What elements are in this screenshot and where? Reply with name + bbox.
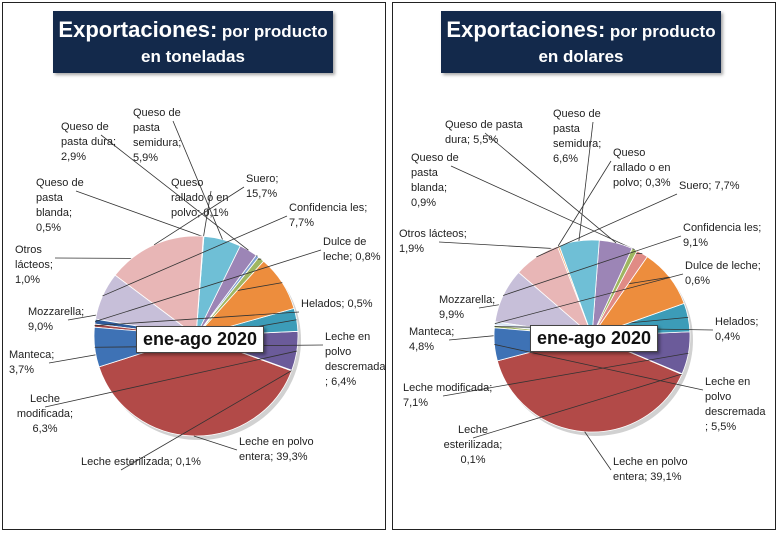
chart-title-suffix: por producto <box>221 22 328 41</box>
period-label: ene-ago 2020 <box>530 325 659 352</box>
leader-line <box>472 373 683 439</box>
leader-line <box>442 352 689 397</box>
slice-label: Dulce de leche; 0,6% <box>685 260 761 287</box>
leader-line <box>94 249 322 322</box>
slice-label: Queso de pasta dura; 5,5% <box>445 119 524 146</box>
slice-label: Leche en polvo descremada; 6,4% <box>325 331 386 388</box>
slice-label: Queso rallado o en polvo; 0,3% <box>613 147 671 189</box>
pie-chart: Leche en polvo entera; 39,1% Leche esterili… <box>399 108 766 483</box>
leader-line <box>94 311 300 327</box>
chart-subtitle: en toneladas <box>141 47 245 66</box>
chart-subtitle: en dolares <box>538 47 624 66</box>
chart-title-suffix: por producto <box>609 22 716 41</box>
leader-line <box>102 215 288 297</box>
slice-label: Queso de pasta blanda; 0,9% <box>411 152 459 209</box>
slice-label: Leche en polvo entera; 39,1% <box>613 456 688 483</box>
leader-line <box>203 190 212 237</box>
slice-label: Confidencia les; 9,1% <box>683 222 761 249</box>
leader-line <box>584 431 612 471</box>
slice-label: Helados; 0,5% <box>301 298 373 310</box>
leader-line <box>557 160 612 247</box>
slice-label: Leche en polvo descremada; 5,5% <box>705 376 766 433</box>
leader-line <box>484 132 617 244</box>
chart-title: Exportaciones: <box>58 17 218 42</box>
slice-label: Dulce de leche; 0,8% <box>323 236 381 263</box>
leader-line <box>494 344 704 391</box>
leader-line <box>494 273 684 324</box>
leader-line <box>44 350 297 408</box>
leader-line <box>172 120 223 240</box>
leader-line <box>193 435 238 451</box>
slice-label: Suero; 7,7% <box>679 180 740 192</box>
slice-label: Helados; 0,4% <box>715 316 758 343</box>
chart-title-box: Exportaciones: por producto en dolares <box>441 11 721 73</box>
slice-label: Queso rallado o en polvo; 0,1% <box>171 177 229 219</box>
slice-label: Leche en polvo entera; 39,3% <box>239 436 314 463</box>
slice-label: Leche modificada; 7,1% <box>403 382 492 409</box>
chart-title-box: Exportaciones: por producto en toneladas <box>53 11 333 73</box>
leader-line <box>100 134 249 251</box>
slice-label: Mozzarella; 9,9% <box>439 294 495 321</box>
slice-label: Leche modificada; 6,3% <box>17 393 73 435</box>
chart-title: Exportaciones: <box>446 17 606 42</box>
leader-line <box>503 235 682 296</box>
slice-label: Queso de pasta dura; 2,9% <box>61 121 116 163</box>
pie-slice <box>98 335 293 437</box>
slice-label: Suero; 15,7% <box>246 173 278 200</box>
slice-label: Manteca; 3,7% <box>9 349 54 376</box>
leader-line <box>536 193 678 258</box>
slice-label: Leche esterilizada; 0,1% <box>81 456 201 468</box>
slice-label: Queso de pasta blanda; 0,5% <box>36 177 84 234</box>
slice-label: Queso de pasta semidura; 6,6% <box>553 108 601 165</box>
leader-line <box>120 370 292 471</box>
leader-line <box>578 121 594 241</box>
slice-label: Confidencia les; 7,7% <box>289 202 367 229</box>
slice-label: Otros lácteos; 1,9% <box>399 228 467 255</box>
leader-line <box>153 186 245 246</box>
leader-line <box>450 165 635 250</box>
slice-label: Mozzarella; 9,0% <box>28 306 84 333</box>
slice-label: Queso de pasta semidura; 5,9% <box>133 107 181 164</box>
chart-panel-dolares: Exportaciones: por producto en dolares L… <box>392 2 776 530</box>
slice-label: Manteca; 4,8% <box>409 326 454 353</box>
period-label: ene-ago 2020 <box>136 326 265 353</box>
pie-chart: Leche en polvo entera; 39,3% Leche esteril… <box>9 107 386 471</box>
slice-label: Leche esterilizada; 0,1% <box>444 424 503 466</box>
chart-panel-toneladas: Exportaciones: por producto en toneladas… <box>2 2 386 530</box>
slice-label: Otros lácteos; 1,0% <box>15 244 53 286</box>
